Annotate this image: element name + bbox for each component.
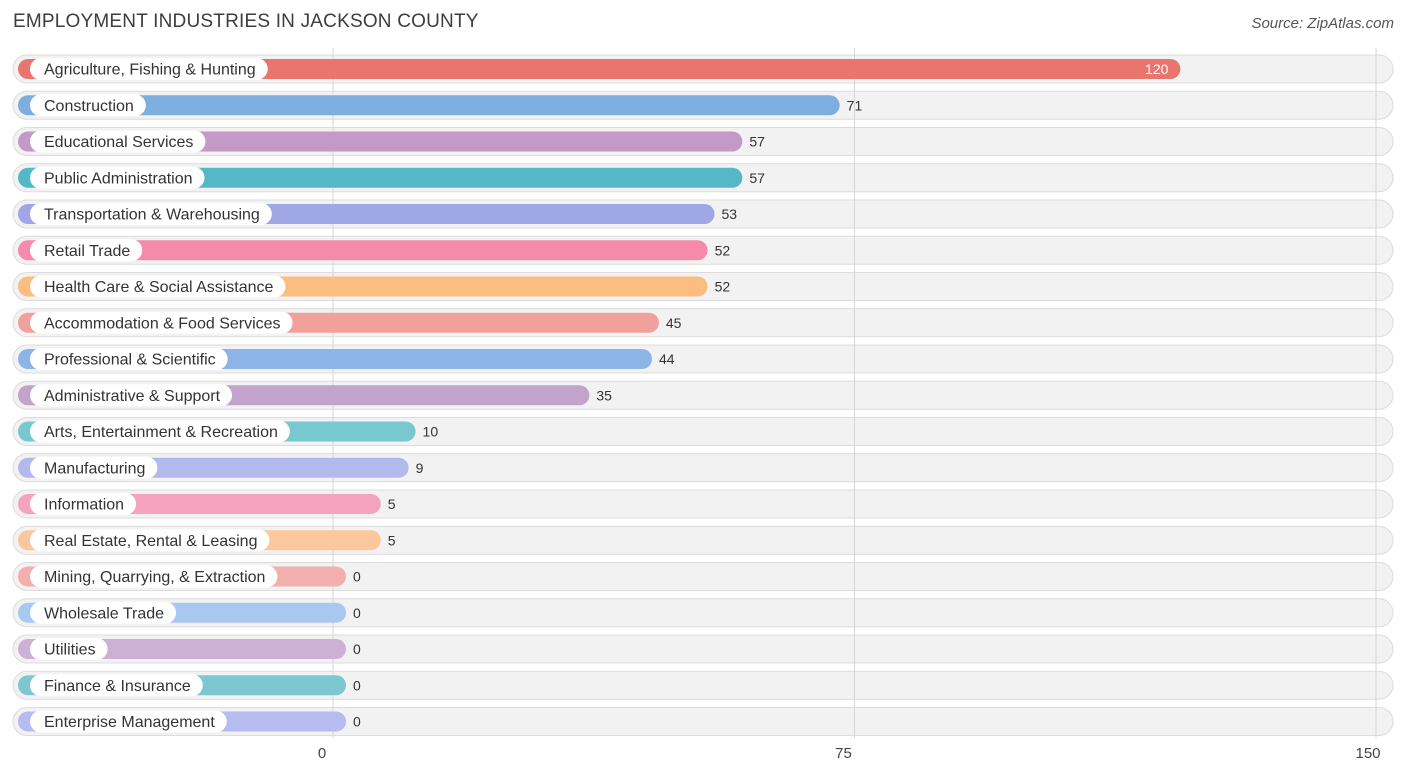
bar-5 xyxy=(18,240,708,261)
category-label-pill xyxy=(30,674,203,697)
category-label-pill xyxy=(30,565,278,588)
category-label: Public Administration xyxy=(44,170,193,187)
category-label: Information xyxy=(44,497,124,514)
value-label: 10 xyxy=(423,424,439,440)
chart-title: EMPLOYMENT INDUSTRIES IN JACKSON COUNTY xyxy=(13,11,479,32)
value-label: 5 xyxy=(388,496,396,512)
value-label: 9 xyxy=(416,460,424,476)
category-label: Construction xyxy=(44,98,134,115)
value-label: 5 xyxy=(388,532,396,548)
category-label: Real Estate, Rental & Leasing xyxy=(44,533,257,550)
category-label-pill xyxy=(30,456,158,479)
value-label: 0 xyxy=(353,677,361,693)
bar-0 xyxy=(18,59,1181,79)
value-label: 52 xyxy=(715,279,731,295)
value-label: 0 xyxy=(353,569,361,585)
bar-1 xyxy=(18,95,840,116)
source-label: Source: ZipAtlas.com xyxy=(1251,15,1394,32)
value-label: 71 xyxy=(847,97,863,113)
category-label-pill xyxy=(30,638,108,660)
category-label: Transportation & Warehousing xyxy=(44,207,260,224)
category-label: Accommodation & Food Services xyxy=(44,315,281,332)
category-label-pill xyxy=(30,166,205,189)
category-label-pill xyxy=(30,529,270,552)
value-label: 52 xyxy=(715,242,731,258)
category-label: Manufacturing xyxy=(44,460,145,477)
category-label: Enterprise Management xyxy=(44,714,215,731)
x-tick-label: 75 xyxy=(835,745,852,762)
category-label-pill xyxy=(30,239,143,262)
category-label-pill xyxy=(30,311,293,334)
category-label-pill xyxy=(30,94,146,117)
category-label: Administrative & Support xyxy=(44,388,221,405)
value-label: 44 xyxy=(659,351,675,367)
row-background xyxy=(12,562,1394,591)
value-label: 35 xyxy=(596,387,612,403)
category-label: Educational Services xyxy=(44,134,193,151)
category-label-pill xyxy=(30,493,137,515)
row-background xyxy=(12,707,1394,736)
x-tick-label: 150 xyxy=(1355,745,1380,762)
value-label: 0 xyxy=(353,714,361,730)
category-label-pill xyxy=(30,348,228,370)
value-label: 53 xyxy=(722,206,738,222)
category-label-pill xyxy=(30,420,290,443)
category-label: Retail Trade xyxy=(44,243,130,260)
row-background xyxy=(12,598,1394,628)
category-label: Arts, Entertainment & Recreation xyxy=(44,424,278,441)
category-label-pill xyxy=(30,130,206,153)
value-label: 0 xyxy=(353,641,361,657)
value-label: 45 xyxy=(666,315,682,331)
category-label: Agriculture, Fishing & Hunting xyxy=(44,62,256,79)
row-background xyxy=(12,670,1394,700)
value-label: 120 xyxy=(1145,61,1169,77)
category-label: Health Care & Social Assistance xyxy=(44,279,274,296)
value-label: 0 xyxy=(353,605,361,621)
x-tick-label: 0 xyxy=(318,745,326,762)
row-background xyxy=(12,634,1394,664)
value-label: 57 xyxy=(749,134,765,150)
category-label-pill xyxy=(30,384,233,407)
category-label-pill xyxy=(30,203,272,225)
category-label-pill xyxy=(30,58,268,80)
category-label-pill xyxy=(30,275,286,298)
category-label: Professional & Scientific xyxy=(44,352,216,369)
category-label: Utilities xyxy=(44,642,96,659)
value-label: 57 xyxy=(749,170,765,186)
category-label-pill xyxy=(30,710,227,733)
category-label-pill xyxy=(30,601,177,624)
category-label: Wholesale Trade xyxy=(44,605,164,622)
category-label: Mining, Quarrying, & Extraction xyxy=(44,569,265,586)
category-label: Finance & Insurance xyxy=(44,678,191,695)
